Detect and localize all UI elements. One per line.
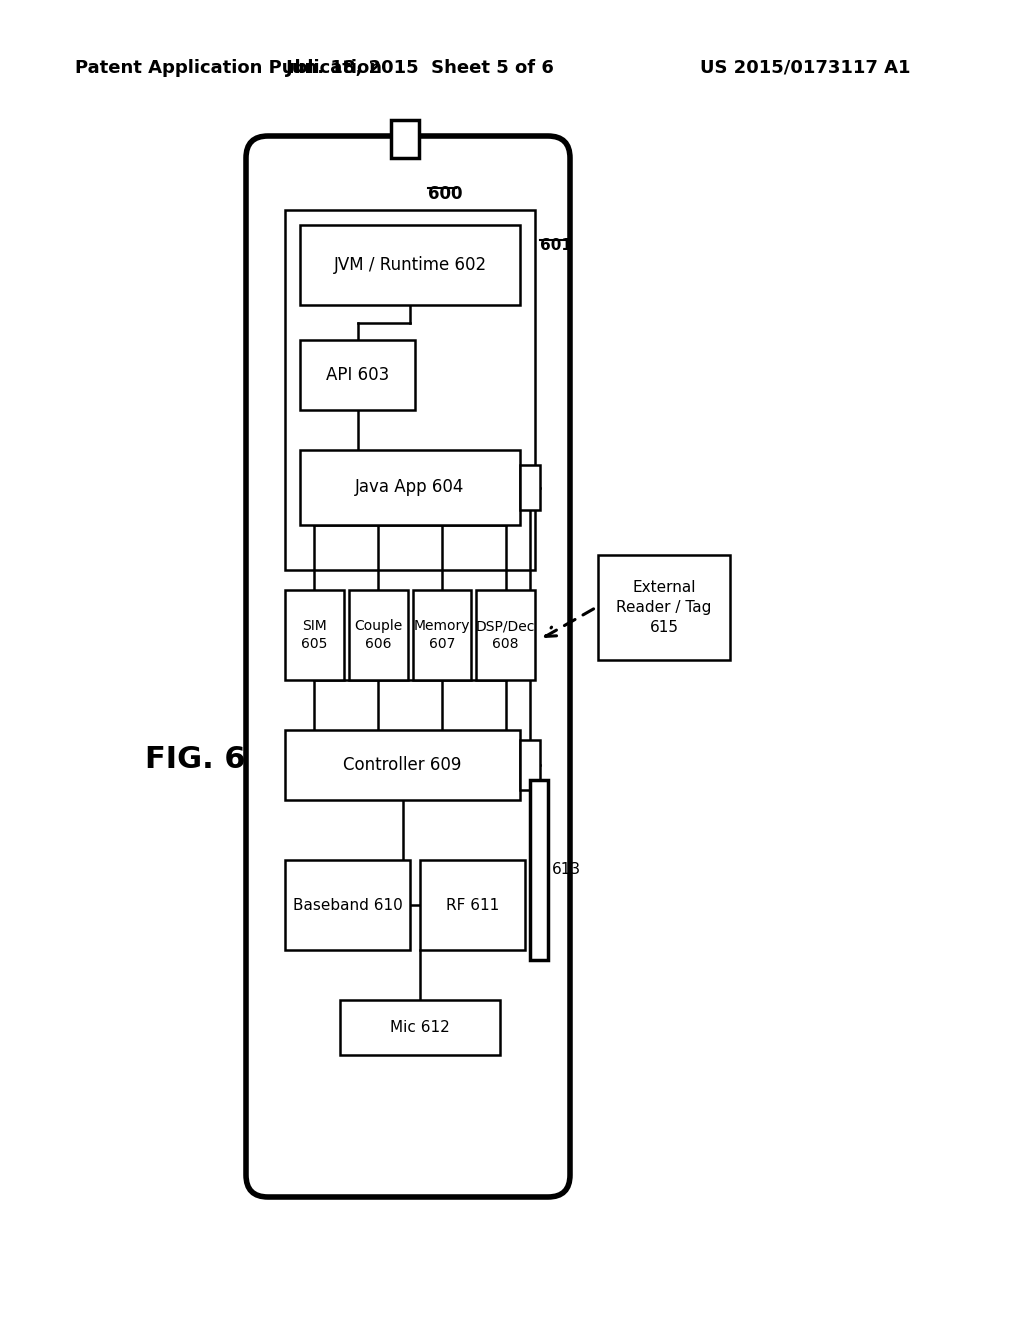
- Bar: [520, 465, 540, 510]
- Text: 601: 601: [540, 238, 571, 253]
- Text: Controller 609: Controller 609: [343, 756, 462, 774]
- Text: Baseband 610: Baseband 610: [293, 898, 402, 912]
- Text: JVM / Runtime 602: JVM / Runtime 602: [334, 256, 486, 275]
- Bar: [285, 730, 520, 800]
- Text: Memory
607: Memory 607: [414, 619, 470, 651]
- Text: 613: 613: [552, 862, 582, 878]
- Bar: [300, 224, 520, 305]
- Text: FIG. 6: FIG. 6: [145, 746, 246, 775]
- Text: Mic 612: Mic 612: [390, 1020, 450, 1035]
- Text: Java App 604: Java App 604: [355, 479, 465, 496]
- Bar: [520, 741, 540, 789]
- Bar: [285, 861, 410, 950]
- Bar: [598, 554, 730, 660]
- Text: Patent Application Publication: Patent Application Publication: [75, 59, 382, 77]
- Text: External
Reader / Tag
615: External Reader / Tag 615: [616, 581, 712, 635]
- Text: SIM
605: SIM 605: [301, 619, 328, 651]
- Text: Jun. 18, 2015  Sheet 5 of 6: Jun. 18, 2015 Sheet 5 of 6: [286, 59, 554, 77]
- Text: RF 611: RF 611: [445, 898, 499, 912]
- Text: API 603: API 603: [326, 366, 389, 384]
- Bar: [340, 1001, 500, 1055]
- Bar: [420, 861, 525, 950]
- Text: US 2015/0173117 A1: US 2015/0173117 A1: [700, 59, 910, 77]
- Text: DSP/Dec
608: DSP/Dec 608: [476, 619, 536, 651]
- Bar: [285, 590, 344, 680]
- Text: 600: 600: [428, 185, 463, 203]
- Bar: [530, 780, 548, 960]
- Bar: [285, 210, 535, 570]
- Bar: [300, 341, 415, 411]
- Bar: [476, 590, 535, 680]
- Text: Couple
606: Couple 606: [354, 619, 402, 651]
- Bar: [413, 590, 471, 680]
- Bar: [391, 120, 419, 158]
- FancyBboxPatch shape: [246, 136, 570, 1197]
- Bar: [349, 590, 408, 680]
- Bar: [300, 450, 520, 525]
